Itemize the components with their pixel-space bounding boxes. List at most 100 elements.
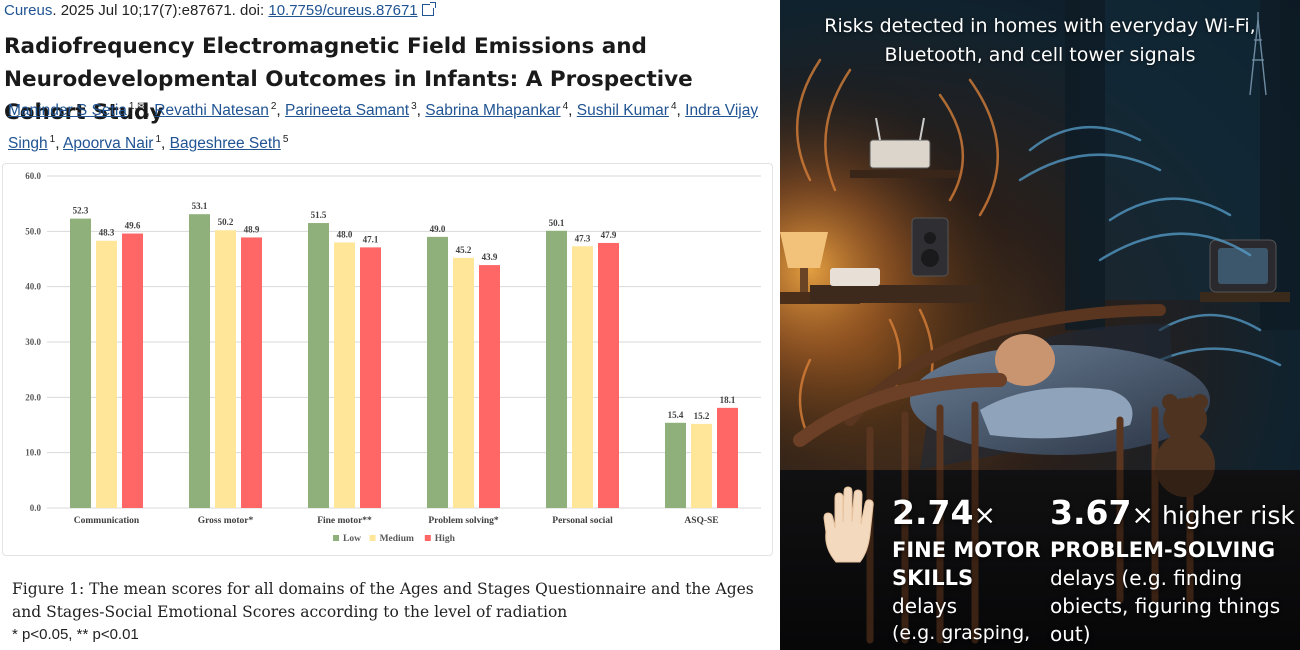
problem-solving-delays: delays (e.g. finding obiects, figuring t…	[1050, 566, 1281, 646]
tv-stand	[1200, 292, 1290, 302]
x-tick-label: ASQ-SE	[684, 516, 718, 526]
doi-link[interactable]: 10.7759/cureus.87671	[268, 2, 418, 19]
author-link[interactable]: Apoorva Nair	[62, 135, 154, 152]
bar-value-label: 48.3	[99, 228, 115, 238]
y-tick-label: 20.0	[25, 392, 41, 402]
author-affiliation[interactable]: 3	[411, 100, 417, 112]
bar	[598, 242, 619, 508]
crib	[793, 304, 1210, 644]
multiply-sign: ×	[1131, 500, 1155, 531]
bar-value-label: 53.1	[192, 201, 208, 211]
author-link[interactable]: Maninder S Setia	[8, 102, 127, 119]
legend-label: Medium	[380, 534, 414, 544]
bar-value-label: 47.9	[601, 230, 617, 240]
author-list: Maninder S Setia 1,✉, Revathi Natesan 2, P…	[8, 100, 759, 152]
citation-line: Cureus. 2025 Jul 10;17(7):e87671. doi: 1…	[4, 2, 436, 19]
bar	[241, 237, 262, 509]
infographic-panel: Risks detected in homes with everyday Wi…	[780, 0, 1300, 650]
fine-motor-example: (e.g. grasping, stacking)	[892, 622, 1031, 650]
bar	[308, 223, 329, 508]
x-tick-label: Personal social	[552, 516, 613, 526]
bar	[215, 230, 236, 508]
y-tick-label: 60.0	[25, 171, 41, 181]
bar	[189, 214, 210, 508]
author-affiliation[interactable]: 1	[49, 133, 56, 145]
bar	[572, 246, 593, 509]
fine-motor-delays: delays	[892, 594, 958, 618]
x-tick-label: Fine motor**	[317, 516, 372, 526]
bar	[717, 407, 738, 508]
cell-tower-icon	[1249, 12, 1267, 96]
fine-motor-label: FINE MOTOR SKILLS	[892, 538, 1041, 590]
legend-label: Low	[343, 534, 361, 544]
wall-shelf	[850, 170, 960, 178]
y-tick-label: 40.0	[25, 282, 41, 292]
y-tick-label: 0.0	[30, 503, 42, 513]
bar	[122, 233, 143, 508]
bar	[70, 218, 91, 508]
author-link[interactable]: Bageshree Seth	[169, 135, 281, 152]
author-affiliation[interactable]: 5	[282, 133, 289, 145]
bar-value-label: 48.9	[244, 224, 260, 234]
author-affiliation[interactable]: 1	[155, 133, 162, 145]
bar-value-label: 50.1	[549, 218, 565, 228]
multiply-sign: ×	[973, 500, 997, 531]
wifi-router-icon	[869, 139, 931, 169]
y-tick-label: 30.0	[25, 337, 41, 347]
author-link[interactable]: Parineeta Samant	[285, 102, 410, 119]
bar	[334, 242, 355, 508]
journal-link[interactable]: Cureus	[4, 2, 53, 19]
bar-value-label: 47.1	[363, 234, 379, 244]
author-affiliation[interactable]: 2	[270, 100, 277, 112]
bar-value-label: 51.5	[311, 210, 327, 220]
legend-label: High	[435, 534, 456, 544]
fine-motor-multiplier: 2.74	[892, 493, 974, 532]
x-tick-label: Gross motor*	[198, 516, 254, 526]
raised-hand-icon	[823, 486, 874, 563]
fine-motor-stat: 2.74× FINE MOTOR SKILLS delays (e.g. gra…	[892, 494, 1042, 650]
problem-solving-multiplier: 3.67	[1050, 493, 1132, 532]
bar-value-label: 48.0	[337, 229, 353, 239]
speaker-icon	[911, 217, 949, 277]
bar-value-label: 50.2	[218, 217, 234, 227]
problem-solving-label: PROBLEM-SOLVING	[1050, 538, 1276, 562]
lamp-shade	[780, 232, 828, 268]
citation-details: . 2025 Jul 10;17(7):e87671. doi:	[52, 2, 269, 19]
author-affiliation[interactable]: 1,✉	[128, 100, 146, 112]
y-tick-label: 10.0	[25, 448, 41, 458]
higher-risk-label: higher risk	[1154, 501, 1295, 530]
figure-chart: 0.0 10.0 20.0 30.0 40.0 50.0 60.0 52.3 48.3 49.6 C…	[2, 163, 773, 556]
bar-value-label: 47.3	[575, 233, 591, 243]
teddy-bear	[1155, 394, 1215, 497]
bar-value-label: 43.9	[482, 252, 498, 262]
bar-value-label: 18.1	[720, 395, 736, 405]
author-affiliation[interactable]: 4	[670, 100, 677, 112]
legend-swatch	[424, 535, 431, 541]
author-link[interactable]: Sushil Kumar	[576, 102, 669, 119]
signal-waves-warm	[795, 58, 1000, 442]
author-link[interactable]: Indra Vijay Singh	[8, 102, 759, 152]
paper-title: Radiofrequency Electromagnetic Field Emi…	[4, 34, 693, 125]
dresser-top	[810, 285, 980, 303]
problem-solving-stat: 3.67× higher risk PROBLEM-SOLVING delays…	[1050, 494, 1295, 648]
bar-value-label: 49.6	[125, 221, 141, 231]
bar-value-label: 15.4	[668, 410, 684, 420]
figure-caption: Figure 1: The mean scores for all domain…	[12, 580, 754, 621]
baby	[995, 334, 1055, 386]
bar-value-label: 52.3	[73, 206, 89, 216]
bar	[453, 257, 474, 508]
author-affiliation[interactable]: 4	[562, 100, 569, 112]
author-link[interactable]: Revathi Natesan	[154, 102, 269, 119]
legend-swatch	[333, 535, 339, 541]
author-link[interactable]: Sabrina Mhapankar	[425, 102, 561, 119]
bar	[546, 230, 567, 508]
x-tick-label: Problem solving*	[428, 516, 499, 526]
bar	[360, 247, 381, 508]
modem-icon	[830, 268, 880, 286]
bar	[691, 423, 712, 508]
external-link-icon[interactable]	[421, 2, 436, 16]
bar	[96, 240, 117, 508]
x-tick-label: Communication	[74, 516, 140, 526]
infographic-headline: Risks detected in homes with everyday Wi…	[824, 15, 1256, 66]
bar	[665, 422, 686, 508]
